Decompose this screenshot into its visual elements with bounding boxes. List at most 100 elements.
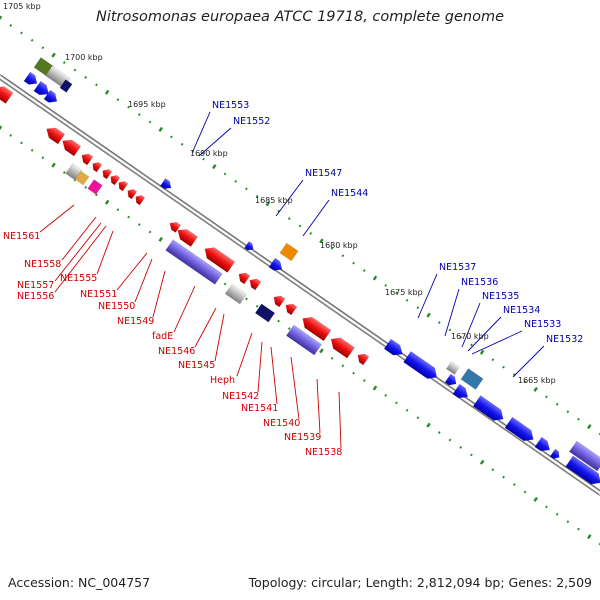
tick-dot [148, 230, 152, 234]
reverse-leader-line [54, 225, 107, 293]
tick-dot [30, 148, 34, 152]
tick-dot [202, 157, 205, 161]
feature-box [460, 368, 484, 390]
reverse-gene-arrow [249, 278, 262, 291]
tick-dot [245, 297, 248, 301]
kbp-label: 1670 kbp [451, 332, 489, 341]
tick-dot [491, 358, 495, 362]
forward-gene-arrow [33, 80, 50, 96]
tick-dot [0, 125, 3, 131]
reverse-leader-line [152, 270, 166, 318]
reverse-gene-label: NE1556 [17, 291, 54, 302]
tick-dot [470, 343, 473, 347]
tick-dot [51, 162, 56, 168]
forward-gene-arrow [383, 338, 403, 356]
reverse-leader-line [338, 391, 342, 449]
kbp-label: 1685 kbp [255, 196, 293, 205]
genome-stats-text: Topology: circular; Length: 2,812,094 bp… [248, 575, 592, 590]
reverse-gene-label: NE1550 [98, 301, 135, 312]
forward-gene-arrow [403, 351, 438, 379]
tick-dot [372, 385, 378, 391]
tick-dot [545, 395, 548, 399]
tick-dot [555, 402, 559, 406]
feature-box [285, 324, 323, 356]
reverse-leader-line [236, 332, 253, 377]
tick-dot [30, 38, 34, 42]
tick-dot [245, 187, 248, 191]
tick-dot [104, 89, 110, 95]
reverse-gene-arrow [102, 169, 113, 180]
feature-box [568, 440, 600, 472]
tick-dot [470, 453, 473, 457]
tick-dot [234, 180, 238, 183]
reverse-gene-arrow [127, 189, 138, 200]
tick-dot [62, 171, 66, 174]
reverse-gene-label: NE1540 [263, 418, 300, 429]
tick-dot [566, 410, 570, 414]
reverse-gene-arrow [357, 353, 370, 366]
tick-dot [523, 490, 527, 494]
forward-gene-arrow [244, 241, 254, 251]
tick-dot [319, 238, 324, 244]
reverse-gene-arrow [177, 229, 198, 247]
reverse-leader-line [257, 341, 263, 393]
tick-dot [127, 105, 130, 109]
gene-features [0, 57, 600, 485]
tick-dot [95, 83, 98, 87]
tick-dot [555, 512, 559, 516]
reverse-gene-arrow [238, 272, 251, 285]
reverse-gene-label: NE1558 [24, 259, 61, 270]
tick-dot [212, 164, 217, 170]
reverse-gene-arrow [81, 153, 94, 166]
tick-dot [352, 261, 355, 265]
tick-dot [287, 327, 291, 330]
reverse-gene-label: Heph [210, 375, 235, 386]
kbp-label: 1690 kbp [190, 149, 228, 158]
reverse-leader-line [173, 285, 196, 333]
reverse-leader-line [316, 378, 321, 434]
tick-dot [448, 438, 452, 442]
tick-dot [287, 217, 291, 220]
reverse-leader-line [194, 307, 217, 348]
kbp-label: 1665 kbp [518, 376, 556, 385]
forward-gene-label: NE1535 [482, 291, 519, 302]
tick-dot [587, 534, 592, 540]
reverse-gene-arrow [169, 222, 182, 233]
tick-dot [9, 134, 13, 137]
feature-box [254, 303, 276, 323]
tick-dot [533, 386, 538, 392]
forward-gene-arrow [565, 455, 600, 485]
reverse-gene-label: fadE [152, 331, 173, 342]
reverse-gene-label: NE1546 [158, 346, 195, 357]
reverse-leader-line [290, 356, 300, 420]
forward-leader-line [417, 273, 438, 319]
tick-dot [116, 208, 120, 212]
feature-box [279, 242, 299, 262]
tick-dot [104, 199, 110, 205]
tick-dot [9, 24, 13, 27]
feature-box [224, 283, 248, 305]
tick-dot [372, 275, 378, 281]
kbp-label: 1695 kbp [128, 100, 166, 109]
feature-box [165, 239, 223, 285]
tick-dot [416, 416, 420, 420]
reverse-gene-arrow [285, 303, 298, 316]
forward-gene-arrow [452, 383, 469, 399]
tick-dot [319, 348, 324, 354]
genome-backbone [0, 74, 600, 496]
reverse-leader-line [134, 258, 153, 303]
forward-gene-arrow [444, 373, 457, 386]
tick-dot [223, 172, 227, 176]
reverse-gene-label: NE1549 [117, 316, 154, 327]
forward-leader-line [461, 302, 481, 348]
tick-dot [137, 113, 141, 116]
forward-leader-line [302, 199, 330, 237]
reverse-gene-arrow [204, 247, 236, 273]
reverse-gene-label: NE1557 [17, 280, 54, 291]
reverse-gene-label: NE1545 [178, 360, 215, 371]
reverse-gene-arrow [330, 337, 355, 359]
feature-box [87, 179, 103, 195]
tick-dot [191, 150, 195, 154]
tick-dot [137, 223, 141, 226]
